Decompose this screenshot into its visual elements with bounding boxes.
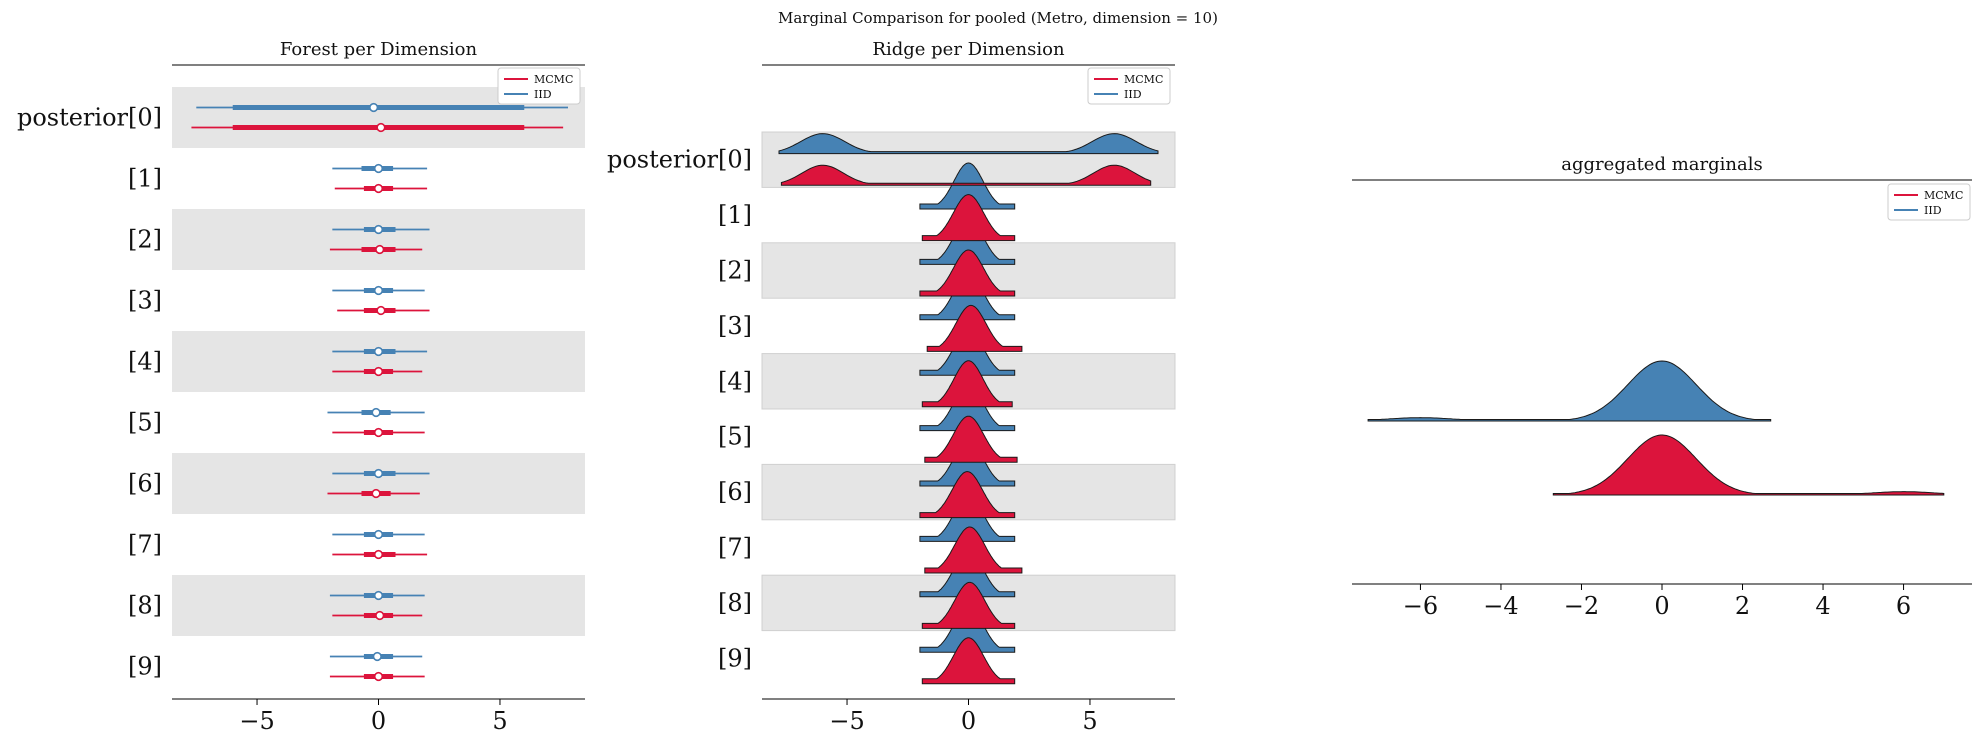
x-tick-label: 5	[492, 707, 507, 735]
ridge-mcmc	[926, 304, 1023, 352]
ridge-mcmc	[919, 249, 1016, 297]
ridge-mcmc	[921, 637, 1016, 685]
x-tick-label: −2	[1564, 592, 1599, 620]
point-estimate-iid	[372, 651, 382, 662]
x-tick-label: 4	[1815, 592, 1830, 620]
ridge-iid	[778, 133, 1159, 155]
point-estimate-mcmc	[371, 488, 381, 499]
row-label: [3]	[128, 287, 162, 315]
aggregated-density-mcmc	[1552, 434, 1945, 496]
x-tick-label: 2	[1735, 592, 1750, 620]
x-tick-label: 5	[1082, 707, 1097, 735]
point-estimate-mcmc	[376, 122, 386, 133]
ridge-mcmc	[921, 581, 1016, 629]
ridge-mcmc	[924, 415, 1018, 463]
row-label: [6]	[718, 478, 752, 506]
x-tick-label: 6	[1896, 592, 1911, 620]
row-label: [6]	[128, 470, 162, 498]
row-label: [9]	[718, 644, 752, 672]
legend-label-mcmc: MCMC	[1924, 189, 1963, 202]
panel-title: Forest per Dimension	[280, 39, 478, 60]
forest-plot-panel: Forest per Dimension posterior[0] [1] [2] [3…	[17, 39, 585, 735]
ridge-iid	[919, 162, 1016, 210]
x-tick-label: 0	[371, 707, 386, 735]
row-band	[172, 453, 585, 514]
row-label: [1]	[718, 201, 752, 229]
ridge-plot-panel: Ridge per Dimension posterior[0] [1] [2] [3]…	[607, 39, 1176, 735]
figure-title: Marginal Comparison for pooled (Metro, d…	[778, 9, 1218, 27]
point-estimate-mcmc	[373, 427, 384, 438]
point-estimate-mcmc	[376, 305, 386, 316]
row-label: [5]	[718, 423, 752, 451]
legend-label-mcmc: MCMC	[1124, 73, 1163, 86]
point-estimate-iid	[369, 102, 379, 113]
row-label: [7]	[718, 534, 752, 562]
point-estimate-iid	[373, 468, 384, 479]
legend-label-iid: IID	[534, 88, 552, 101]
row-label: [3]	[718, 312, 752, 340]
ridge-mcmc	[780, 164, 1152, 186]
row-label: [4]	[718, 367, 752, 395]
point-estimate-mcmc	[373, 183, 384, 194]
point-estimate-mcmc	[373, 671, 384, 682]
panel-title: Ridge per Dimension	[872, 39, 1065, 60]
point-estimate-iid	[373, 163, 384, 174]
row-label: [2]	[128, 226, 162, 254]
ridge-mcmc	[919, 471, 1016, 519]
legend-label-iid: IID	[1924, 204, 1942, 217]
point-estimate-iid	[373, 590, 384, 601]
row-label: [5]	[128, 409, 162, 437]
row-label: posterior[0]	[607, 146, 752, 174]
legend-label-iid: IID	[1124, 88, 1142, 101]
point-estimate-iid	[371, 407, 381, 418]
aggregated-density-iid	[1367, 360, 1772, 422]
row-band	[172, 331, 585, 392]
row-band	[172, 209, 585, 270]
x-tick-label: −6	[1403, 592, 1438, 620]
ridge-mcmc	[921, 360, 1013, 408]
x-tick-label: 0	[1654, 592, 1669, 620]
ridge-mcmc	[924, 526, 1023, 574]
row-label: [2]	[718, 257, 752, 285]
row-label: [8]	[128, 592, 162, 620]
row-label: [7]	[128, 531, 162, 559]
point-estimate-iid	[373, 529, 384, 540]
row-label: posterior[0]	[17, 104, 162, 132]
row-band	[172, 575, 585, 636]
row-label: [9]	[128, 653, 162, 681]
point-estimate-iid	[373, 346, 384, 357]
x-tick-label: −5	[239, 707, 274, 735]
row-label: [8]	[718, 589, 752, 617]
point-estimate-iid	[373, 224, 384, 235]
ridge-mcmc	[921, 194, 1016, 242]
point-estimate-mcmc	[375, 244, 385, 255]
row-label: [4]	[128, 348, 162, 376]
x-tick-label: −4	[1483, 592, 1518, 620]
point-estimate-mcmc	[373, 549, 384, 560]
point-estimate-mcmc	[375, 610, 385, 621]
row-label: [1]	[128, 165, 162, 193]
x-tick-label: −5	[829, 707, 864, 735]
panel-title: aggregated marginals	[1561, 154, 1762, 175]
point-estimate-mcmc	[373, 366, 384, 377]
x-tick-label: 0	[961, 707, 976, 735]
point-estimate-iid	[373, 285, 384, 296]
aggregated-marginals-panel: aggregated marginals −6 −4 −2 0 2 4 6 MCMC IID	[1352, 154, 1972, 620]
legend-label-mcmc: MCMC	[534, 73, 573, 86]
